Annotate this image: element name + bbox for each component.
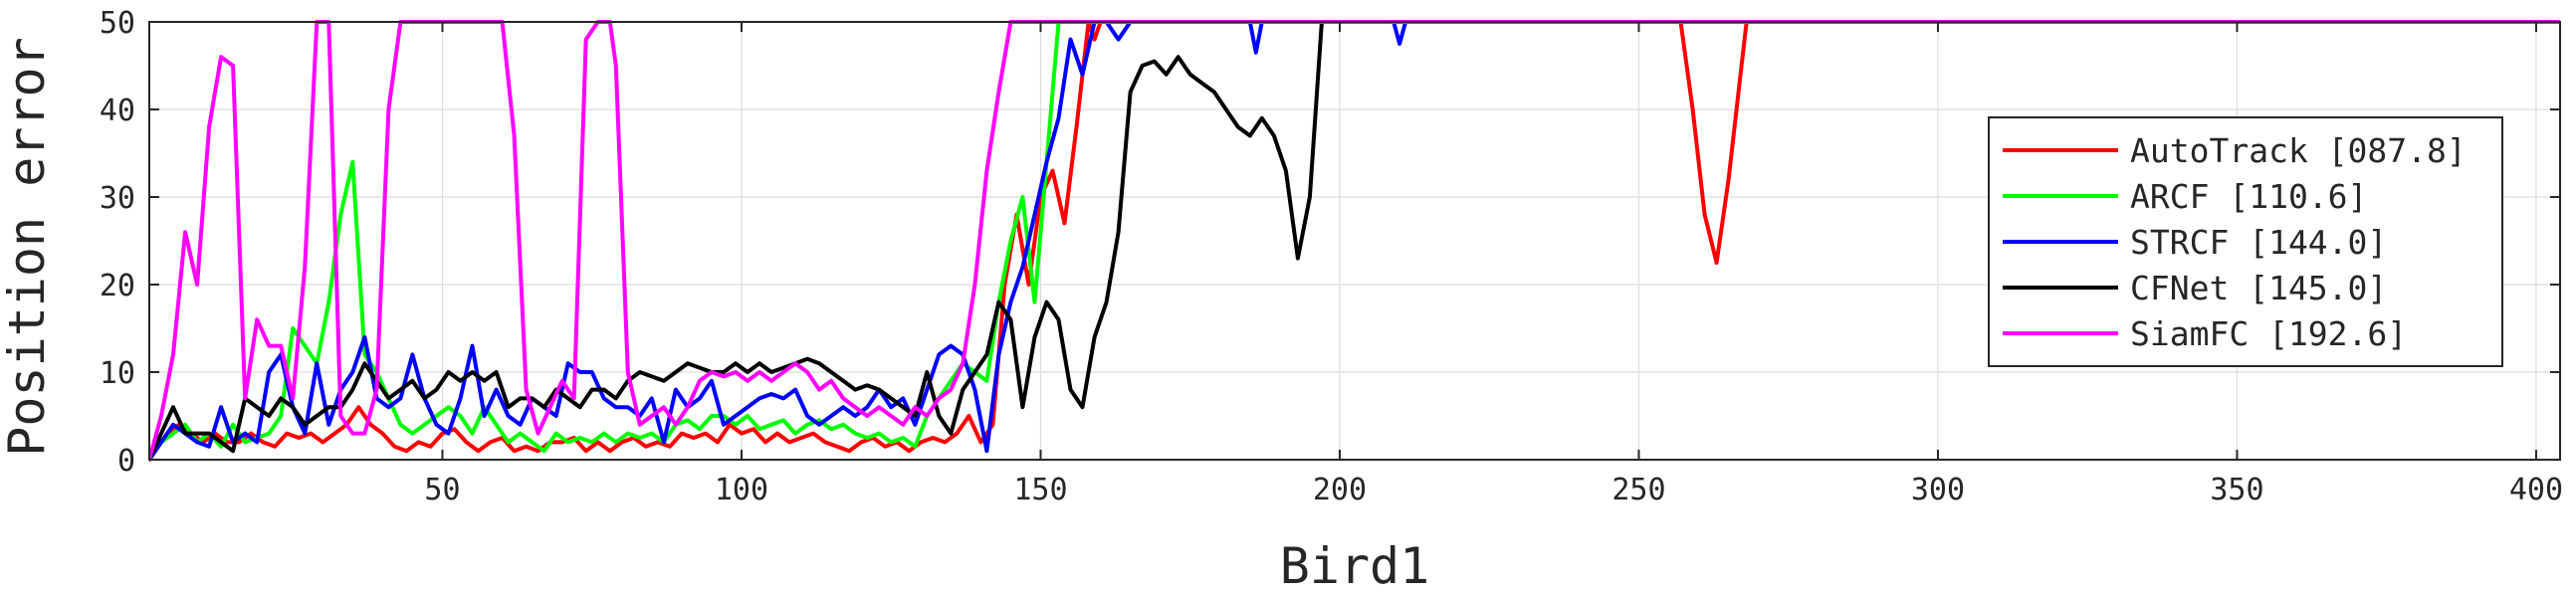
y-tick-label: 0	[117, 444, 135, 479]
x-tick-label: 400	[2509, 473, 2563, 507]
x-tick-label: 250	[1611, 473, 1665, 507]
y-tick-label: 40	[100, 94, 135, 128]
x-tick-label: 200	[1313, 473, 1367, 507]
x-tick-label: 350	[2210, 473, 2263, 507]
x-axis-title: Bird1	[1280, 537, 1430, 595]
legend-label: ARCF [110.6]	[2130, 177, 2367, 216]
legend: AutoTrack [087.8] ARCF [110.6] STRCF [144.…	[1988, 116, 2503, 367]
y-tick-label: 50	[100, 6, 135, 41]
axes	[148, 21, 2561, 461]
x-tick-label: 300	[1911, 473, 1965, 507]
legend-label: AutoTrack [087.8]	[2130, 131, 2467, 170]
y-tick-label: 30	[100, 181, 135, 216]
x-tick-label: 150	[1013, 473, 1067, 507]
x-tick-label: 100	[715, 473, 768, 507]
legend-label: SiamFC [192.6]	[2130, 314, 2407, 353]
series-line-4	[149, 20, 2560, 462]
y-axis-title: Position error	[0, 37, 56, 456]
series-line-3	[149, 20, 2560, 462]
series-line-2	[149, 20, 2560, 462]
y-tick-label: 10	[100, 356, 135, 391]
series-group	[149, 20, 2560, 462]
y-tick-label: 20	[100, 269, 135, 303]
legend-label: STRCF [144.0]	[2130, 223, 2387, 262]
series-line-0	[149, 20, 2560, 462]
plot-frame	[148, 21, 2561, 461]
x-tick-label: 50	[424, 473, 460, 507]
legend-label: CFNet [145.0]	[2130, 269, 2387, 307]
tick-labels: 50 100 150 200 250 300 350 400 0 10 20 30 40 50	[100, 6, 2563, 507]
